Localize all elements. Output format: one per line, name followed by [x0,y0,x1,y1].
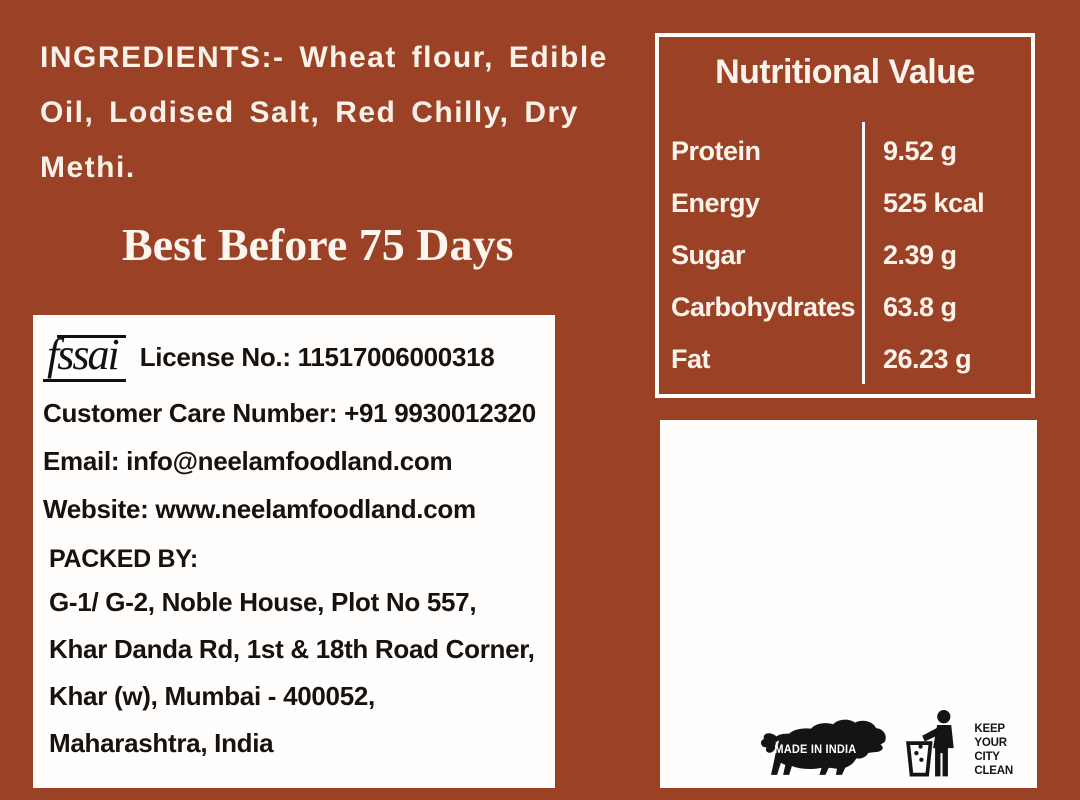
keep-clean-line: CITY [974,751,1000,763]
packed-by-heading: PACKED BY: [49,545,198,573]
email-text: Email: info@neelamfoodland.com [43,446,453,476]
address-line: G-1/ G-2, Noble House, Plot No 557, [49,587,477,617]
address-line: Maharashtra, India [49,728,274,758]
website-text: Website: www.neelamfoodland.com [43,494,476,524]
keep-clean-line: KEEP [974,723,1005,735]
fssai-license-row: fssai License No.: 11517006000318 [43,325,555,389]
contact-panel: fssai License No.: 11517006000318 Custom… [33,315,555,788]
customer-care-number: Customer Care Number: +91 9930012320 [43,398,536,428]
table-row: Fat 26.23 g [659,333,1031,385]
keep-clean-line: YOUR [974,737,1007,749]
keep-city-clean-icon [904,708,962,780]
nutrition-title: Nutritional Value [715,53,975,91]
badge-row: MADE IN INDIA KEEP YOUR CITY CLEAN [760,708,1013,780]
best-before-text: Best Before 75 Days [122,219,514,270]
nutrient-value: 2.39 g [883,240,957,270]
table-row: Energy 525 kcal [659,177,1031,229]
ingredients-line: INGREDIENTS:- Wheat flour, Edible [40,41,608,74]
ingredients-line: Methi. [40,151,136,184]
keep-city-clean-label: KEEP YOUR CITY CLEAN [974,722,1013,780]
nutrition-divider [862,122,865,384]
keep-clean-line: CLEAN [974,765,1013,777]
table-row: Sugar 2.39 g [659,229,1031,281]
nutrition-panel: Nutritional Value Protein 9.52 g Energy … [655,33,1035,398]
nutrient-name: Fat [671,344,711,374]
ingredients-line: Oil, Lodised Salt, Red Chilly, Dry [40,96,579,129]
made-in-india-lion-icon: MADE IN INDIA [760,718,892,780]
nutrient-name: Protein [671,136,761,166]
nutrient-name: Energy [671,188,760,218]
nutrient-name: Sugar [671,240,746,270]
nutrient-value: 525 kcal [883,188,985,218]
license-number: License No.: 11517006000318 [139,341,495,372]
badge-panel: MADE IN INDIA KEEP YOUR CITY CLEAN [660,420,1037,788]
address-line: Khar Danda Rd, 1st & 18th Road Corner, [49,634,535,664]
ingredients-text: INGREDIENTS:- Wheat flour, Edible Oil, L… [40,30,660,195]
made-in-india-label: MADE IN INDIA [774,743,857,757]
nutrition-table: Protein 9.52 g Energy 525 kcal Sugar 2.3… [659,125,1031,385]
packed-by-block: PACKED BY: G-1/ G-2, Noble House, Plot N… [49,533,555,767]
address-line: Khar (w), Mumbai - 400052, [49,681,375,711]
nutrient-value: 9.52 g [883,136,957,166]
fssai-logo: fssai [43,332,126,382]
table-row: Carbohydrates 63.8 g [659,281,1031,333]
table-row: Protein 9.52 g [659,125,1031,177]
nutrient-value: 26.23 g [883,344,972,374]
nutrient-name: Carbohydrates [671,292,856,322]
nutrient-value: 63.8 g [883,292,957,322]
